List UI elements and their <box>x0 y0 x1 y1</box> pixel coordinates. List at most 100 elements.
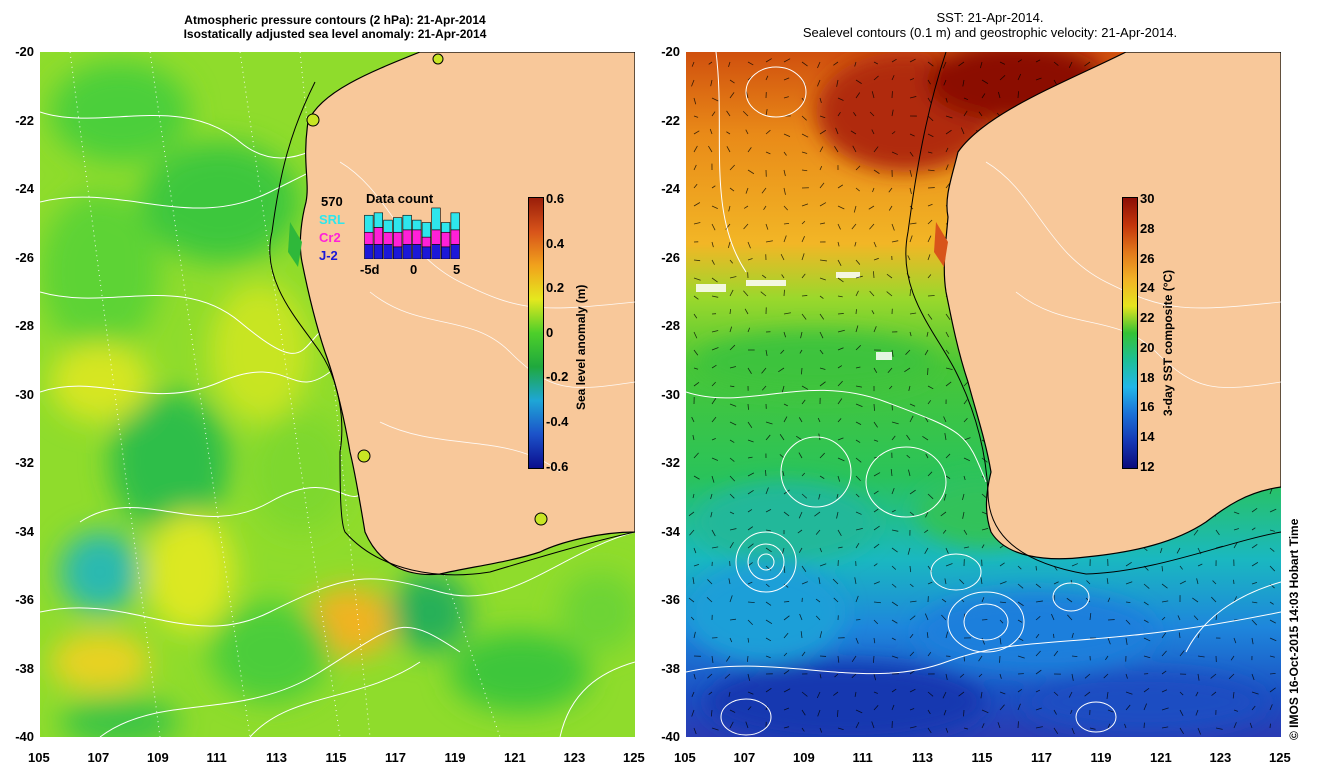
velocity-arrow <box>797 529 803 534</box>
velocity-arrow <box>783 331 786 338</box>
velocity-arrow <box>945 349 950 354</box>
velocity-arrow <box>728 691 731 697</box>
velocity-arrow <box>1251 562 1259 567</box>
velocity-arrow <box>1210 673 1217 679</box>
velocity-arrow <box>891 688 897 693</box>
velocity-arrow <box>801 295 808 297</box>
velocity-arrow <box>1017 583 1024 589</box>
velocity-arrow <box>927 652 932 657</box>
velocity-arrow <box>779 454 785 459</box>
velocity-arrow <box>837 655 840 663</box>
velocity-arrow <box>855 637 859 644</box>
velocity-arrow <box>837 295 843 298</box>
velocity-arrow <box>1053 650 1059 657</box>
velocity-arrow <box>855 385 862 388</box>
sst-map <box>686 52 1281 737</box>
velocity-arrow <box>747 509 753 513</box>
velocity-arrow <box>726 110 731 117</box>
velocity-arrow <box>1269 687 1276 693</box>
imos-credit: © IMOS 16-Oct-2015 14:03 Hobart Time <box>1287 518 1301 740</box>
velocity-arrow <box>926 632 929 639</box>
velocity-arrow <box>978 655 983 662</box>
velocity-arrow <box>765 129 771 135</box>
velocity-arrow <box>837 112 841 117</box>
velocity-arrow <box>855 275 863 279</box>
velocity-arrow <box>747 581 753 585</box>
inset-tick-5: 5 <box>453 262 461 277</box>
velocity-arrow <box>837 437 844 441</box>
velocity-arrow <box>729 366 737 369</box>
velocity-arrow <box>1125 561 1132 567</box>
velocity-arrow <box>765 487 769 495</box>
velocity-arrow <box>1053 727 1059 735</box>
velocity-arrow <box>801 472 806 477</box>
velocity-arrow <box>747 706 752 711</box>
velocity-arrow <box>909 187 912 195</box>
velocity-arrow <box>855 721 860 729</box>
y-tick-label: -34 <box>661 523 680 539</box>
velocity-arrow <box>1251 601 1258 604</box>
velocity-arrow <box>958 691 965 697</box>
velocity-arrow <box>927 471 933 477</box>
velocity-arrow <box>1125 673 1128 679</box>
velocity-arrow <box>1085 597 1091 603</box>
velocity-arrow <box>783 187 786 195</box>
x-tick-label: 111 <box>852 750 873 765</box>
velocity-arrow <box>1161 632 1167 639</box>
velocity-arrow <box>980 577 983 585</box>
velocity-arrow <box>891 109 894 117</box>
velocity-arrow <box>1233 528 1239 531</box>
velocity-arrow <box>799 349 803 354</box>
velocity-arrow <box>727 241 731 249</box>
velocity-arrow <box>819 563 827 567</box>
velocity-arrow <box>904 367 911 373</box>
velocity-arrow <box>1161 600 1169 603</box>
velocity-arrow <box>963 457 971 462</box>
velocity-arrow <box>854 691 857 697</box>
velocity-arrow <box>891 487 895 495</box>
velocity-arrow <box>800 331 803 339</box>
velocity-arrow <box>997 722 1001 729</box>
velocity-arrow <box>833 597 839 603</box>
velocity-arrow <box>1035 583 1041 589</box>
velocity-arrow <box>1215 727 1223 730</box>
velocity-arrow <box>801 399 806 405</box>
velocity-arrow <box>978 673 983 678</box>
velocity-arrow <box>855 527 863 531</box>
velocity-arrow <box>693 313 698 319</box>
velocity-arrow <box>873 403 875 411</box>
velocity-arrow <box>944 433 947 441</box>
velocity-arrow <box>1269 508 1277 513</box>
velocity-arrow <box>1179 709 1184 716</box>
velocity-arrow <box>783 312 791 315</box>
velocity-arrow <box>801 651 806 657</box>
velocity-arrow <box>837 398 843 405</box>
velocity-arrow <box>999 637 1002 645</box>
velocity-arrow <box>783 601 790 603</box>
velocity-arrow <box>729 475 736 482</box>
shelf-contour-sst <box>905 52 1281 575</box>
y-tick-label: -28 <box>661 318 680 333</box>
velocity-arrow <box>688 511 695 517</box>
velocity-arrow <box>873 367 878 373</box>
velocity-arrow <box>1269 619 1276 624</box>
velocity-arrow <box>729 92 735 99</box>
histogram-bar-segment <box>392 217 403 233</box>
velocity-arrow <box>1269 655 1275 658</box>
velocity-arrow <box>819 222 826 225</box>
velocity-arrow <box>851 673 857 679</box>
velocity-arrow <box>853 205 857 213</box>
velocity-arrow <box>854 61 857 67</box>
velocity-arrow <box>887 367 893 374</box>
velocity-arrow <box>780 254 785 261</box>
velocity-arrow <box>1107 637 1111 645</box>
x-tick-label: 119 <box>1090 750 1112 765</box>
velocity-arrow <box>1051 613 1055 621</box>
x-tick-label: 119 <box>444 750 466 765</box>
velocity-arrow <box>693 115 699 118</box>
cloud-patches <box>696 272 892 360</box>
histogram-bar-segment <box>364 244 374 259</box>
velocity-arrow <box>1035 600 1043 603</box>
histogram-bar-segment <box>364 214 374 233</box>
velocity-arrow <box>941 598 947 603</box>
